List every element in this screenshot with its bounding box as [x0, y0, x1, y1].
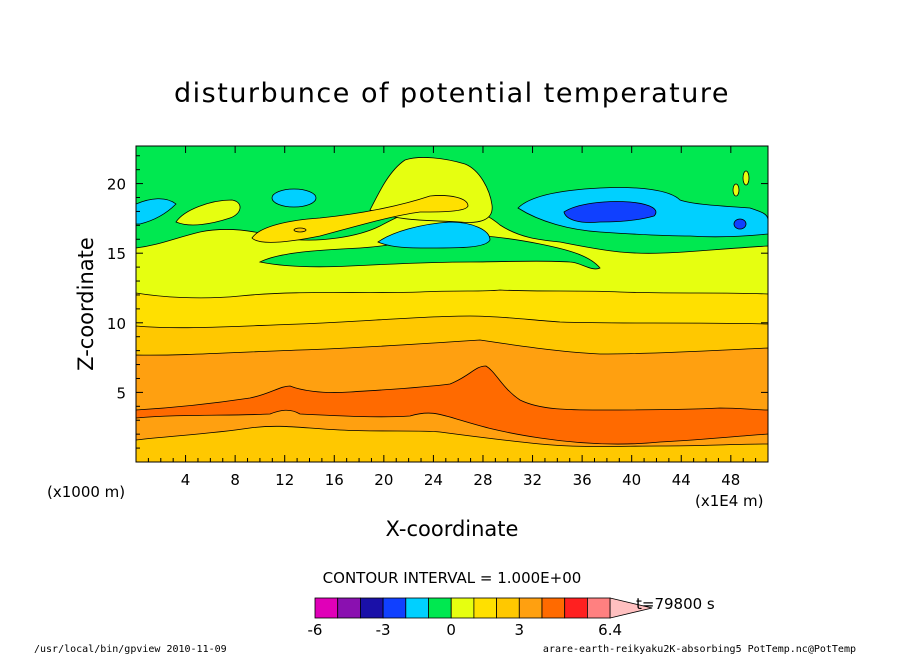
time-label: t=79800 s [636, 595, 715, 613]
x-tick-label: 8 [230, 471, 240, 489]
field-layer-bottom [136, 425, 768, 462]
x-tick-label: 16 [325, 471, 344, 489]
field-warm-spot [293, 227, 307, 233]
colorbar-swatch [518, 597, 543, 619]
x-axis-title: X-coordinate [386, 517, 519, 541]
field-blue-dot [733, 218, 747, 230]
x-tick-label: 48 [721, 471, 740, 489]
colorbar-swatch [496, 597, 520, 619]
colorbar-tick-label: 0 [446, 621, 456, 639]
x-tick-label: 44 [672, 471, 691, 489]
chart-title: disturbunce of potential temperature [174, 78, 730, 109]
colorbar-tick-label: 6.4 [598, 621, 622, 639]
y-tick-label: 10 [107, 315, 126, 333]
colorbar-tick-label: 3 [515, 621, 525, 639]
x-tick-label: 4 [181, 471, 191, 489]
y-unit-label: (x1000 m) [47, 483, 125, 501]
x-tick-label: 32 [523, 471, 542, 489]
y-axis-title: Z-coordinate [74, 237, 98, 371]
x-tick-label: 36 [573, 471, 592, 489]
x-tick-label: 24 [424, 471, 443, 489]
field-notch [258, 234, 601, 270]
contour-interval: CONTOUR INTERVAL = 1.000E+00 [323, 569, 582, 587]
field-cyan-mid [377, 221, 491, 249]
x-axis: 4 8 12 16 20 24 28 32 36 40 44 48 [147, 146, 757, 489]
field-cyan-small [271, 188, 317, 208]
colorbar-swatch [450, 597, 475, 619]
colorbar-swatch [359, 597, 384, 619]
colorbar-overflow-arrow [609, 597, 653, 619]
plot-frame [135, 145, 769, 463]
y-tick-label: 20 [107, 176, 126, 194]
y-tick-label: 5 [116, 384, 126, 402]
colorbar-swatch [587, 597, 611, 619]
x-tick-label: 20 [374, 471, 393, 489]
colorbar-tick-label: -3 [376, 621, 391, 639]
colorbar-swatch [382, 597, 407, 619]
colorbar-swatch [541, 597, 566, 619]
colorbar-swatch [564, 597, 588, 619]
field-blip-2 [742, 170, 750, 186]
field-blip-1 [732, 183, 740, 197]
x-tick-label: 40 [622, 471, 641, 489]
footer-right: arare-earth-reikyaku2K-absorbing5_PotTem… [543, 644, 856, 654]
field-yellow-patch [175, 199, 241, 226]
x-tick-label: 12 [275, 471, 294, 489]
colorbar-swatch [405, 597, 429, 619]
y-tick-label: 15 [107, 245, 126, 263]
colorbar-swatch [314, 597, 339, 619]
colorbar-tick-label: -6 [308, 621, 323, 639]
y-axis: 5 10 15 20 [107, 155, 768, 449]
colorbar-swatch [337, 597, 361, 619]
colorbar-swatch [428, 597, 452, 619]
plot-area [135, 145, 769, 463]
colorbar: -6 -3 0 3 6.4 [308, 597, 653, 639]
x-unit-label: (x1E4 m) [695, 492, 764, 510]
colorbar-swatch [473, 597, 497, 619]
x-tick-label: 28 [473, 471, 492, 489]
field-blue-core [563, 201, 657, 223]
footer-left: /usr/local/bin/gpview 2010-11-09 [34, 644, 227, 654]
field-cyan-left [136, 198, 177, 225]
